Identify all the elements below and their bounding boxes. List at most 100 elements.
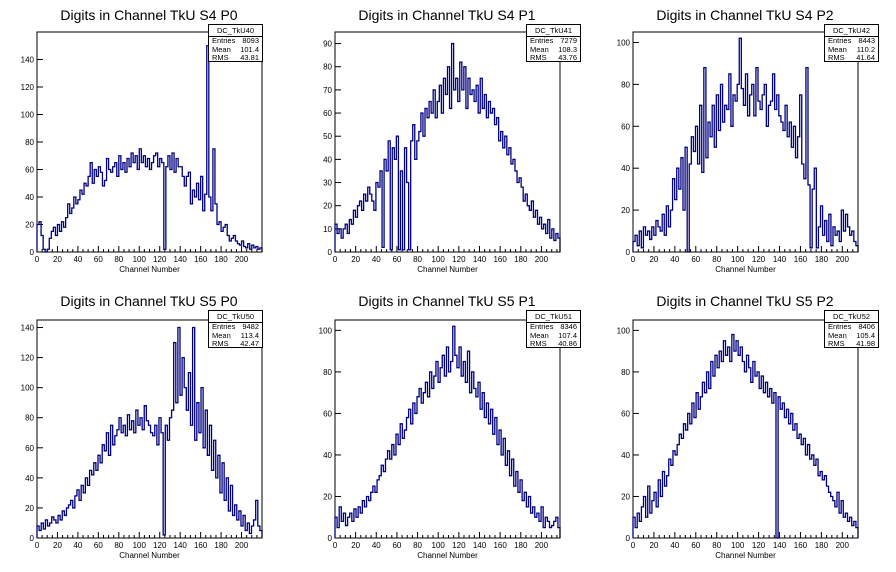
stats-mean-label: Mean — [212, 44, 231, 54]
stats-mean-value: 101.4 — [240, 44, 259, 54]
y-tick-label: 140 — [21, 56, 35, 65]
x-tick-label: 80 — [114, 255, 123, 264]
x-tick-label: 160 — [794, 255, 808, 264]
stats-entries-value: 8346 — [560, 322, 577, 331]
y-tick-label: 100 — [319, 326, 333, 335]
x-tick-label: 60 — [691, 255, 700, 264]
x-axis-label: Channel Number — [715, 551, 776, 560]
stats-entries-value: 7279 — [560, 36, 577, 45]
stats-box: DC_TkU40 Entries 8093 Mean 101.4 RMS 43.81 — [208, 24, 263, 62]
stats-mean-label: Mean — [828, 330, 847, 340]
stats-name: DC_TkU51 — [527, 311, 580, 323]
chart-title: Digits in Channel TkU S4 P2 — [656, 7, 834, 23]
y-tick-label: 80 — [621, 80, 630, 89]
histogram-s5-p1: 0 20 40 60 80 100 120 140 160 180 200020406080100C… — [319, 319, 561, 560]
stats-rms-value: 41.64 — [856, 53, 875, 62]
x-tick-label: 80 — [712, 541, 721, 550]
histogram-pad-s5-p0: 0 20 40 60 80 100 120 140 160 180 200 0 20 40 60 80 100 1… — [0, 286, 298, 572]
histogram-series — [334, 42, 561, 252]
x-tick-label: 200 — [535, 541, 549, 550]
x-tick-label: 200 — [235, 255, 249, 264]
y-tick-label: 100 — [617, 326, 631, 335]
histogram-pad-s4-p0: 0 20 40 60 80 100 120 140 160 180 200 0 20 40 60 80 100 1… — [0, 0, 298, 286]
y-tick-label: 0 — [626, 248, 631, 257]
histogram-s4-p2: 0 20 40 60 80 100 120 140 160 180 200020406080100C… — [617, 31, 859, 274]
x-tick-label: 100 — [133, 541, 147, 550]
x-tick-label: 140 — [473, 255, 487, 264]
stats-entries-label: Entries — [530, 36, 554, 45]
y-tick-label: 60 — [25, 166, 34, 175]
y-tick-label: 120 — [21, 354, 35, 363]
x-tick-label: 60 — [94, 255, 103, 264]
x-tick-label: 20 — [53, 255, 62, 264]
stats-entries-label: Entries — [530, 322, 554, 331]
y-tick-label: 60 — [323, 109, 332, 118]
histogram-series — [632, 333, 859, 539]
x-tick-label: 0 — [35, 255, 40, 264]
stats-entries-value: 8406 — [858, 322, 875, 331]
x-tick-label: 180 — [815, 255, 829, 264]
y-tick-label: 80 — [323, 63, 332, 72]
y-tick-label: 80 — [621, 368, 630, 377]
y-tick-label: 40 — [25, 474, 34, 483]
y-tick-label: 60 — [621, 409, 630, 418]
x-tick-label: 180 — [514, 541, 528, 550]
x-tick-label: 180 — [214, 255, 228, 264]
x-tick-label: 60 — [691, 541, 700, 550]
stats-entries-value: 8093 — [242, 36, 259, 45]
x-tick-label: 200 — [836, 255, 850, 264]
chart-title: Digits in Channel TkU S4 P1 — [358, 7, 536, 23]
x-tick-label: 120 — [452, 255, 466, 264]
y-tick-label: 60 — [323, 409, 332, 418]
chart-title: Digits in Channel TkU S5 P1 — [358, 293, 536, 309]
stats-rms-label: RMS — [828, 53, 845, 62]
stats-mean-label: Mean — [828, 44, 847, 54]
x-tick-label: 80 — [413, 255, 422, 264]
x-tick-label: 180 — [815, 541, 829, 550]
x-tick-label: 120 — [153, 541, 167, 550]
y-tick-label: 20 — [323, 202, 332, 211]
x-tick-label: 40 — [73, 255, 82, 264]
x-tick-label: 140 — [174, 541, 188, 550]
x-tick-label: 160 — [794, 541, 808, 550]
stats-rms-label: RMS — [828, 339, 845, 348]
y-tick-label: 50 — [323, 132, 332, 141]
plot-frame — [36, 31, 263, 253]
x-tick-label: 120 — [153, 255, 167, 264]
stats-rms-value: 42.47 — [240, 339, 259, 348]
x-tick-label: 0 — [35, 541, 40, 550]
x-tick-label: 20 — [649, 255, 658, 264]
y-tick-label: 40 — [621, 451, 630, 460]
y-tick-label: 120 — [21, 83, 35, 92]
x-tick-label: 20 — [53, 541, 62, 550]
x-tick-label: 0 — [631, 255, 636, 264]
y-tick-label: 20 — [25, 221, 34, 230]
x-tick-label: 200 — [535, 255, 549, 264]
stats-mean-value: 105.4 — [856, 330, 875, 340]
stats-rms-label: RMS — [530, 53, 547, 62]
x-tick-label: 60 — [392, 541, 401, 550]
x-tick-label: 140 — [773, 541, 787, 550]
y-tick-label: 100 — [617, 38, 631, 47]
histogram-s4-p0: 0 20 40 60 80 100 120 140 160 180 200 0 20 40 60 80 100 1… — [21, 31, 263, 274]
x-tick-label: 20 — [351, 541, 360, 550]
y-tick-label: 40 — [25, 193, 34, 202]
x-tick-label: 100 — [432, 255, 446, 264]
stats-name: DC_TkU50 — [209, 311, 262, 323]
y-tick-label: 0 — [328, 248, 333, 257]
stats-entries-label: Entries — [212, 322, 236, 331]
stats-box: DC_TkU42 Entries 8443 Mean 110.2 RMS 41.64 — [824, 24, 879, 62]
x-tick-label: 40 — [670, 255, 679, 264]
stats-mean-label: Mean — [212, 330, 231, 340]
x-tick-label: 100 — [432, 541, 446, 550]
stats-entries-value: 8443 — [858, 36, 875, 45]
x-tick-label: 180 — [514, 255, 528, 264]
stats-rms-label: RMS — [212, 339, 229, 348]
histogram-series — [334, 325, 561, 538]
x-axis-label: Channel Number — [119, 265, 180, 274]
stats-name: DC_TkU40 — [209, 25, 262, 37]
x-tick-label: 160 — [493, 541, 507, 550]
x-tick-label: 60 — [392, 255, 401, 264]
histogram-pad-s4-p2: 0 20 40 60 80 100 120 140 160 180 200 0 20 40 60 80 100 C… — [596, 0, 894, 286]
histogram-series — [36, 45, 263, 253]
